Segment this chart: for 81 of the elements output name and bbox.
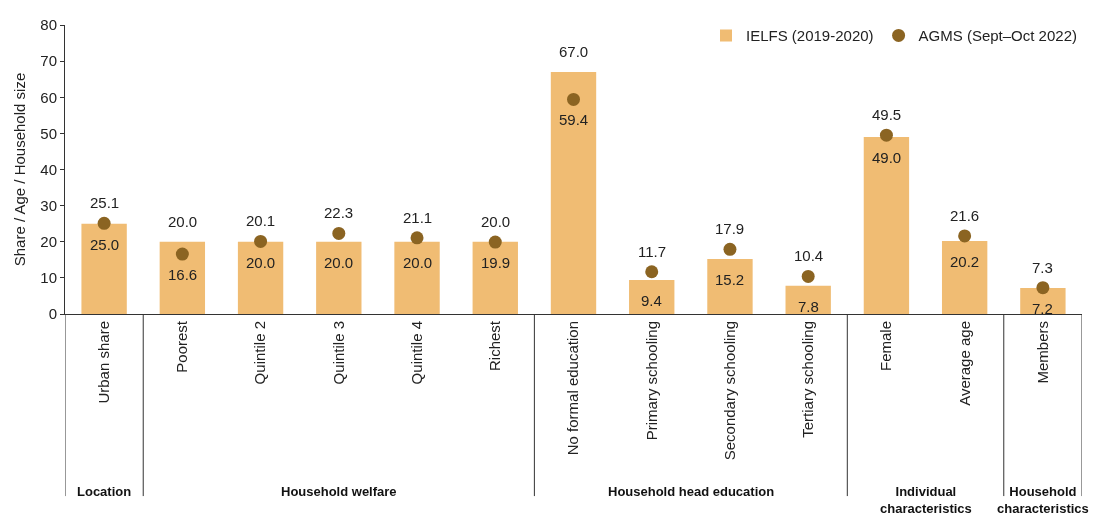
- y-tick-label: 10: [40, 269, 57, 287]
- bar: [81, 223, 127, 314]
- x-tick-label: Urban share: [95, 321, 112, 404]
- x-tick-label: Quintile 3: [329, 321, 347, 385]
- point: [332, 226, 346, 240]
- data-label: 20.1: [246, 212, 276, 229]
- y-tick-label: 30: [40, 196, 57, 214]
- data-label: 10.4: [794, 247, 824, 264]
- data-label: 20.2: [950, 253, 980, 270]
- point: [958, 229, 972, 243]
- data-label: 7.3: [1032, 259, 1053, 276]
- data-label: 11.7: [638, 243, 667, 260]
- text: Individual characteristics: [880, 484, 972, 516]
- point: [1036, 281, 1050, 295]
- point: [801, 269, 815, 283]
- x-tick-label: Tertiary schooling: [799, 321, 817, 438]
- data-label: 49.5: [872, 106, 902, 123]
- data-label: 49.0: [872, 149, 902, 166]
- data-label: 19.9: [481, 254, 511, 271]
- x-tick-label: Members: [1033, 321, 1051, 384]
- bar: [707, 259, 753, 314]
- bar: [550, 71, 597, 314]
- data-label: 7.2: [1032, 300, 1053, 317]
- data-label: 67.0: [559, 43, 589, 60]
- data-label: 9.4: [641, 292, 662, 309]
- text: Location: [77, 484, 132, 499]
- y-tick-label: 70: [40, 52, 57, 70]
- data-label: 20.0: [481, 213, 511, 230]
- data-label: 16.6: [168, 266, 198, 283]
- y-tick-label: 0: [48, 305, 57, 323]
- y-tick-label: 50: [40, 124, 57, 142]
- point: [567, 92, 580, 106]
- point: [254, 234, 268, 248]
- bar: [941, 241, 988, 314]
- data-label: 15.2: [715, 271, 745, 288]
- data-label: 59.4: [559, 111, 589, 128]
- data-label: 22.3: [324, 204, 354, 221]
- data-label: 25.1: [90, 194, 120, 211]
- x-tick-label: Quintile 4: [407, 321, 425, 385]
- point: [879, 128, 893, 142]
- x-tick-label: Primary schooling: [642, 321, 660, 441]
- data-label: 20.0: [403, 254, 433, 271]
- point: [723, 242, 737, 256]
- bar: [316, 241, 362, 314]
- bar: [394, 241, 440, 314]
- data-label: 21.6: [950, 207, 980, 224]
- data-label: 20.0: [246, 254, 276, 271]
- point: [410, 231, 424, 245]
- y-tick-label: 80: [40, 16, 57, 34]
- x-tick-label: Poorest: [173, 320, 191, 373]
- text: Household welfare: [281, 484, 397, 499]
- x-tick-label: No formal education: [564, 321, 582, 456]
- legend-label: IELFS (2019-2020): [746, 27, 874, 45]
- bar: [863, 136, 910, 314]
- y-axis-title: Share / Age / Household size: [11, 72, 28, 267]
- y-tick-label: 60: [40, 88, 57, 106]
- point: [175, 247, 189, 261]
- y-tick-label: 40: [40, 160, 57, 178]
- x-tick-label: Average age: [955, 321, 973, 406]
- data-label: 20.0: [324, 254, 354, 271]
- point: [645, 265, 659, 279]
- x-tick-label: Female: [877, 321, 895, 372]
- text: Household head education: [608, 484, 775, 499]
- bar: [629, 280, 675, 314]
- x-tick-label: Quintile 2: [251, 321, 269, 385]
- legend-label: AGMS (Sept–Oct 2022): [918, 27, 1077, 45]
- x-tick-label: Richest: [486, 320, 504, 372]
- x-tick-label: Secondary schooling: [720, 321, 738, 461]
- bar: [159, 241, 206, 314]
- bar: [237, 241, 284, 314]
- data-label: 17.9: [715, 220, 745, 237]
- y-tick-label: 20: [40, 233, 57, 250]
- bar: [785, 285, 831, 314]
- data-label: 21.1: [403, 209, 433, 226]
- data-label: 25.0: [90, 236, 120, 253]
- point: [488, 235, 502, 249]
- text: Household characteristics: [997, 484, 1089, 516]
- data-label: 20.0: [168, 213, 198, 230]
- data-label: 7.8: [798, 298, 819, 315]
- point: [97, 216, 111, 230]
- bar: [472, 241, 518, 314]
